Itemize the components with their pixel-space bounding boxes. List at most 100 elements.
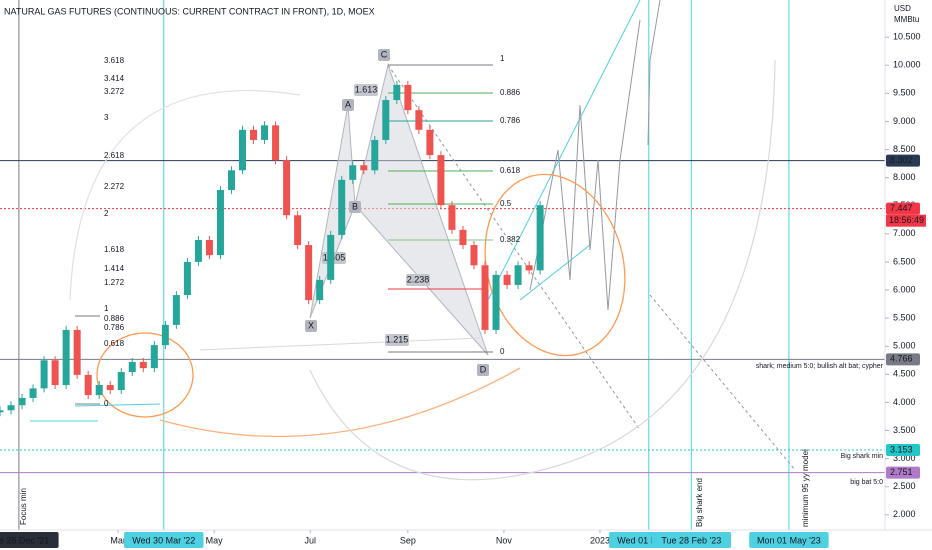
candle xyxy=(492,274,500,330)
candle xyxy=(316,279,324,301)
chart-layer: 2.000 2.500 3.000 3.500 4.000 4.500 5.000 5.500… xyxy=(0,31,926,548)
price-tag xyxy=(886,444,920,457)
background-layer xyxy=(0,0,885,530)
candle xyxy=(459,229,467,246)
point-label: A xyxy=(345,99,351,109)
candle xyxy=(371,139,379,171)
ratio-label: 1.215 xyxy=(386,334,409,344)
candle xyxy=(18,397,26,406)
y-tick-label: 2.500 xyxy=(893,481,916,491)
point-box xyxy=(378,49,390,61)
candle xyxy=(349,165,357,180)
fib-label: 1.272 xyxy=(104,278,125,287)
fib-label: 0.786 xyxy=(104,323,125,332)
currency: USD xyxy=(894,4,911,13)
candle xyxy=(426,129,434,156)
candle xyxy=(183,261,191,296)
candle xyxy=(62,329,70,385)
fib-label: 3.272 xyxy=(104,87,125,96)
price-axis xyxy=(885,0,932,530)
point-label: D xyxy=(480,364,487,374)
candle xyxy=(360,165,368,171)
price-tag-label: 8.302 xyxy=(890,155,913,165)
point-label: X xyxy=(308,320,314,330)
x-tick-label: Sep xyxy=(400,535,416,545)
candle xyxy=(216,189,224,256)
date-marker-box xyxy=(651,532,732,548)
candle xyxy=(536,205,544,271)
chart-title: NATURAL GAS FUTURES (CONTINUOUS: CURRENT… xyxy=(4,6,375,16)
candle xyxy=(272,125,280,161)
candle xyxy=(437,155,445,206)
candle xyxy=(382,100,390,140)
y-tick-label: 3.500 xyxy=(893,425,916,435)
price-tag xyxy=(886,154,920,167)
date-marker-label: Tue 28 Feb '23 xyxy=(661,535,721,545)
y-tick-label: 5.500 xyxy=(893,312,916,322)
fib-label: 2.618 xyxy=(104,151,125,160)
y-tick-label: 7.000 xyxy=(893,228,916,238)
ratio-label: 1.613 xyxy=(355,84,378,94)
date-marker-box xyxy=(124,532,204,548)
candle xyxy=(481,265,489,330)
x-tick-label: Jul xyxy=(304,535,316,545)
candle xyxy=(172,295,180,325)
candle xyxy=(73,329,81,375)
candle xyxy=(327,234,335,280)
candle xyxy=(227,170,235,190)
y-tick-label: 10.000 xyxy=(893,60,921,70)
candle xyxy=(305,245,313,301)
price-tag-label: 2.751 xyxy=(890,467,913,477)
x-tick-label: 2023 xyxy=(590,535,610,545)
date-marker-label: Wed 01 Feb '23 xyxy=(617,535,680,545)
fib-label: 2.272 xyxy=(104,182,125,191)
candle xyxy=(150,345,158,369)
countdown-tag xyxy=(886,214,926,227)
y-tick-label: 6.500 xyxy=(893,256,916,266)
note: big bat 5:0 xyxy=(850,479,883,486)
x-tick-label: Nov xyxy=(496,535,513,545)
candle xyxy=(7,405,15,411)
note: Big shark min xyxy=(841,453,884,460)
ratio-label: 2.238 xyxy=(407,274,430,284)
point-label: C xyxy=(381,49,388,59)
y-tick-label: 4.500 xyxy=(893,369,916,379)
trend-line xyxy=(519,244,591,301)
highlight-ellipse xyxy=(96,332,194,418)
candle xyxy=(51,360,59,385)
fib-extension-labels: 3.618 3.414 3.272 3 2.618 2.272 2 1.618 … xyxy=(104,54,521,408)
point-label: B xyxy=(352,201,358,211)
date-marker-label: Wed 30 Mar '22 xyxy=(132,535,195,545)
fib-label: 0.786 xyxy=(500,116,521,125)
notes: shark; medium 5:0; bullish alt bat; cyph… xyxy=(19,363,884,527)
point-box xyxy=(342,99,354,111)
fib-label: 2 xyxy=(104,209,109,218)
y-tick-label: 3.000 xyxy=(893,453,916,463)
candle xyxy=(106,384,114,391)
y-tick-label: 2.000 xyxy=(893,509,916,519)
zigzag-projection xyxy=(647,0,661,146)
candle xyxy=(84,374,92,396)
zigzag-projection xyxy=(529,19,641,311)
candle xyxy=(40,360,48,389)
candle xyxy=(205,239,213,256)
candle xyxy=(514,265,522,285)
fib-label: 3.414 xyxy=(104,74,125,83)
fib-label: 0.618 xyxy=(104,339,125,348)
candle xyxy=(448,205,456,230)
date-marker-label: Mon 01 May '23 xyxy=(757,535,821,545)
point-box xyxy=(305,320,317,332)
countdown: 18:56:49 xyxy=(889,215,924,225)
price-tag xyxy=(886,202,920,215)
date-marker-label: Tue 28 Dec '21 xyxy=(0,535,49,545)
trend-line xyxy=(487,0,641,301)
y-tick-label: 10.500 xyxy=(893,31,921,41)
ratio-box xyxy=(385,334,409,346)
y-tick-label: 8.500 xyxy=(893,144,916,154)
candle xyxy=(415,110,423,130)
orange-arrow xyxy=(159,367,521,438)
support-line xyxy=(74,403,161,407)
point-box xyxy=(477,364,489,376)
fib-label: 3.618 xyxy=(104,56,125,65)
